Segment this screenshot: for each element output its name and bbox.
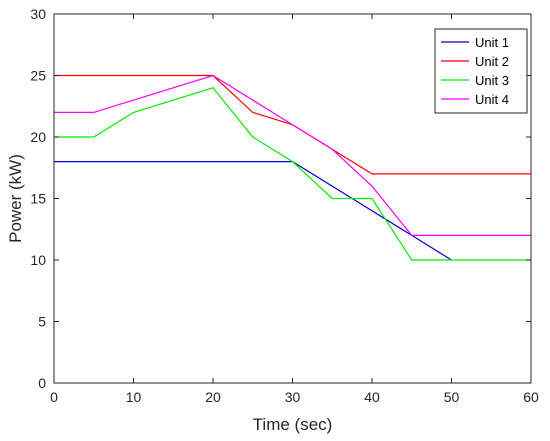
series-line-1 — [54, 161, 452, 261]
series-line-2 — [54, 74, 531, 175]
x-tick-label: 30 — [285, 389, 301, 405]
y-tick-label: 0 — [38, 375, 46, 391]
y-tick-label: 30 — [30, 6, 46, 22]
x-tick-label: 60 — [523, 389, 539, 405]
series-line-3 — [54, 87, 531, 261]
x-axis-label: Time (sec) — [253, 415, 333, 434]
y-tick-label: 20 — [30, 129, 46, 145]
x-tick-label: 0 — [50, 389, 58, 405]
y-tick-label: 15 — [30, 191, 46, 207]
legend-entry: Unit 2 — [475, 54, 509, 69]
x-tick-label: 10 — [126, 389, 142, 405]
y-tick-label: 5 — [38, 314, 46, 330]
legend-entry: Unit 4 — [475, 92, 509, 107]
x-tick-label: 40 — [364, 389, 380, 405]
x-tick-label: 50 — [444, 389, 460, 405]
y-tick-label: 10 — [30, 252, 46, 268]
y-axis-label: Power (kW) — [6, 154, 25, 243]
x-tick-label: 20 — [205, 389, 221, 405]
x-axis-ticks: 0 10 20 30 40 50 60 — [50, 14, 539, 405]
legend-entry: Unit 1 — [475, 35, 509, 50]
y-tick-label: 25 — [30, 68, 46, 84]
legend-entry: Unit 3 — [475, 73, 509, 88]
legend: Unit 1 Unit 2 Unit 3 Unit 4 — [434, 28, 528, 114]
y-axis-ticks: 0 5 10 15 20 25 30 — [30, 6, 531, 391]
series-line-4 — [54, 74, 531, 236]
plot-lines — [54, 74, 531, 261]
